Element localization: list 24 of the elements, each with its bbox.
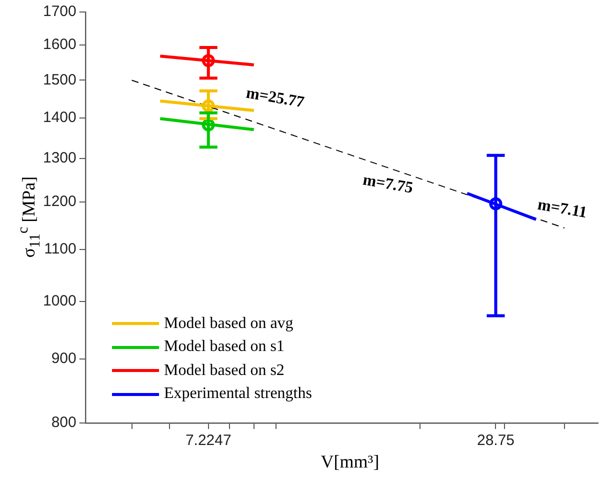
y-tick-label: 1300 [42,149,76,166]
legend-label: Experimental strengths [164,385,312,404]
point [489,197,502,210]
y-tick-label: 800 [51,414,76,432]
annotation: m=7.11 [536,196,588,222]
point [202,54,215,68]
y-tick-label: 1400 [42,109,76,126]
point [202,99,215,112]
y-tick-label: 1600 [42,36,76,54]
y-tick-label: 1700 [42,3,76,20]
y-tick-label: 900 [51,350,76,367]
y-tick-label: 1500 [42,71,76,88]
legend-label: Model based on s2 [164,362,284,380]
annotation: m=7.75 [362,172,414,197]
legend-label: Model based on s1 [164,338,284,356]
point [202,118,215,132]
legend-label: Model based on avg [164,314,294,333]
x-axis-title: V[mm³] [320,452,380,472]
y-tick-label: 1100 [44,240,76,258]
x-tick-label: 28.75 [476,432,515,450]
y-tick-label: 1200 [42,193,76,210]
x-tick-label: 7.2247 [185,432,232,450]
y-tick-label: 1000 [42,292,76,310]
annotation: m=25.77 [244,84,306,112]
